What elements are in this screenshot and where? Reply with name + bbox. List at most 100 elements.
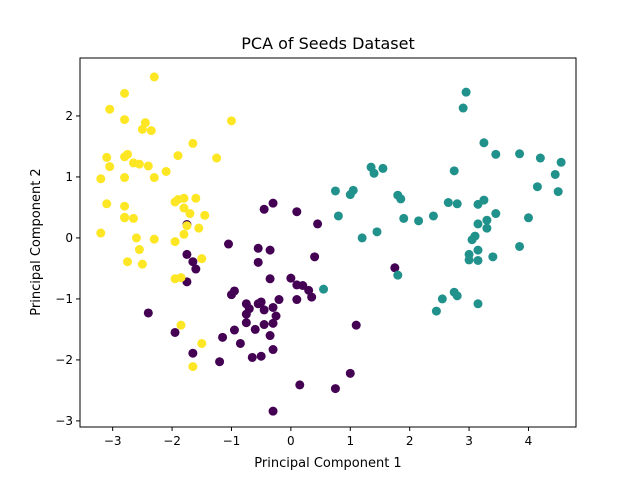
scatter-point-class-2	[120, 201, 130, 211]
scatter-point-class-1	[491, 149, 501, 159]
scatter-point-class-1	[319, 284, 329, 294]
x-axis-title: Principal Component 1	[254, 456, 401, 471]
scatter-point-class-1	[467, 235, 477, 245]
plot-area: −3 −2 −1 0 1 2 3 4 −3 −2 −1 0 1 2	[55, 57, 577, 448]
scatter-point-class-1	[479, 138, 489, 148]
scatter-point-class-1	[458, 103, 468, 113]
scatter-point-class-0	[292, 207, 302, 217]
scatter-point-class-1	[428, 211, 438, 221]
scatter-point-class-2	[96, 228, 106, 238]
scatter-point-class-0	[253, 299, 263, 309]
scatter-point-class-2	[120, 212, 130, 222]
scatter-point-class-2	[170, 274, 180, 284]
scatter-point-class-0	[259, 305, 269, 315]
scatter-point-class-1	[464, 255, 474, 265]
scatter-point-class-1	[330, 186, 340, 196]
scatter-point-class-2	[149, 234, 159, 244]
chart-title: PCA of Seeds Dataset	[241, 34, 414, 53]
scatter-point-class-2	[149, 173, 159, 183]
scatter-point-class-0	[265, 331, 275, 341]
scatter-point-class-2	[123, 149, 133, 159]
scatter-point-class-1	[443, 198, 453, 208]
scatter-point-class-0	[226, 290, 236, 300]
scatter-point-class-2	[123, 257, 133, 267]
scatter-point-class-0	[390, 263, 400, 273]
x-tick-label: 1	[346, 434, 354, 448]
scatter-point-class-0	[304, 285, 314, 295]
scatter-point-class-1	[357, 233, 367, 243]
scatter-point-class-0	[268, 345, 278, 355]
scatter-point-class-2	[102, 199, 112, 209]
scatter-point-class-1	[473, 245, 483, 255]
scatter-point-class-2	[170, 197, 180, 207]
scatter-point-class-1	[452, 291, 462, 301]
scatter-point-class-2	[137, 124, 147, 134]
y-tick-label: −3	[55, 414, 73, 428]
scatter-point-class-1	[437, 294, 447, 304]
scatter-point-class-2	[188, 138, 198, 148]
scatter-point-class-2	[200, 210, 210, 220]
x-tick-label: −3	[104, 434, 122, 448]
scatter-point-class-0	[224, 239, 234, 249]
scatter-point-class-1	[431, 306, 441, 316]
scatter-point-class-1	[399, 213, 409, 223]
scatter-point-class-2	[96, 174, 106, 184]
scatter-point-class-2	[226, 116, 236, 126]
scatter-point-class-1	[452, 199, 462, 209]
scatter-point-class-1	[479, 195, 489, 205]
scatter-point-class-0	[229, 325, 239, 335]
scatter-point-class-2	[134, 245, 144, 255]
scatter-point-class-1	[482, 223, 492, 233]
scatter-point-class-0	[170, 327, 180, 337]
scatter-point-class-0	[241, 309, 251, 319]
scatter-point-class-0	[268, 318, 278, 328]
scatter-point-class-0	[292, 295, 302, 305]
scatter-point-class-2	[143, 161, 153, 171]
y-tick-label: 1	[65, 170, 73, 184]
plot-frame	[79, 57, 577, 428]
scatter-point-class-0	[253, 257, 263, 267]
x-tick-label: 2	[406, 434, 414, 448]
scatter-point-class-0	[191, 264, 201, 274]
x-axis-ticks: −3 −2 −1 0 1 2 3 4	[104, 427, 532, 448]
scatter-point-class-2	[185, 209, 195, 219]
scatter-point-class-1	[473, 299, 483, 309]
scatter-point-class-0	[188, 348, 198, 358]
scatter-point-class-0	[298, 280, 308, 290]
scatter-point-class-1	[414, 216, 424, 226]
y-tick-label: −2	[55, 353, 73, 367]
scatter-point-class-2	[197, 338, 207, 348]
scatter-point-class-0	[182, 249, 192, 259]
scatter-point-class-2	[120, 88, 130, 98]
scatter-point-class-2	[102, 152, 112, 162]
scatter-point-class-0	[256, 351, 266, 361]
scatter-point-class-0	[253, 243, 263, 253]
scatter-point-class-0	[265, 274, 275, 284]
scatter-point-class-2	[179, 203, 189, 213]
scatter-point-class-1	[393, 270, 403, 280]
scatter-point-class-0	[268, 198, 278, 208]
scatter-point-class-1	[488, 252, 498, 262]
scatter-point-class-2	[197, 254, 207, 264]
scatter-point-class-2	[176, 320, 186, 330]
scatter-point-class-0	[143, 308, 153, 318]
scatter-point-class-2	[105, 162, 115, 172]
scatter-point-class-2	[182, 221, 192, 231]
scatter-point-class-0	[351, 320, 361, 330]
scatter-point-class-0	[310, 252, 320, 262]
scatter-point-class-0	[268, 406, 278, 416]
scatter-point-class-1	[473, 255, 483, 265]
scatter-point-class-0	[247, 352, 257, 362]
scatter-point-class-2	[120, 115, 130, 125]
scatter-point-class-0	[313, 219, 323, 229]
scatter-point-class-0	[250, 324, 260, 334]
y-tick-label: 2	[65, 109, 73, 123]
scatter-point-class-1	[491, 209, 501, 219]
scatter-point-class-1	[461, 87, 471, 97]
y-axis-ticks: −3 −2 −1 0 1 2	[55, 109, 80, 428]
scatter-point-class-0	[271, 311, 281, 321]
scatter-point-class-1	[396, 194, 406, 204]
scatter-point-class-1	[515, 241, 525, 251]
scatter-point-class-0	[274, 295, 284, 305]
